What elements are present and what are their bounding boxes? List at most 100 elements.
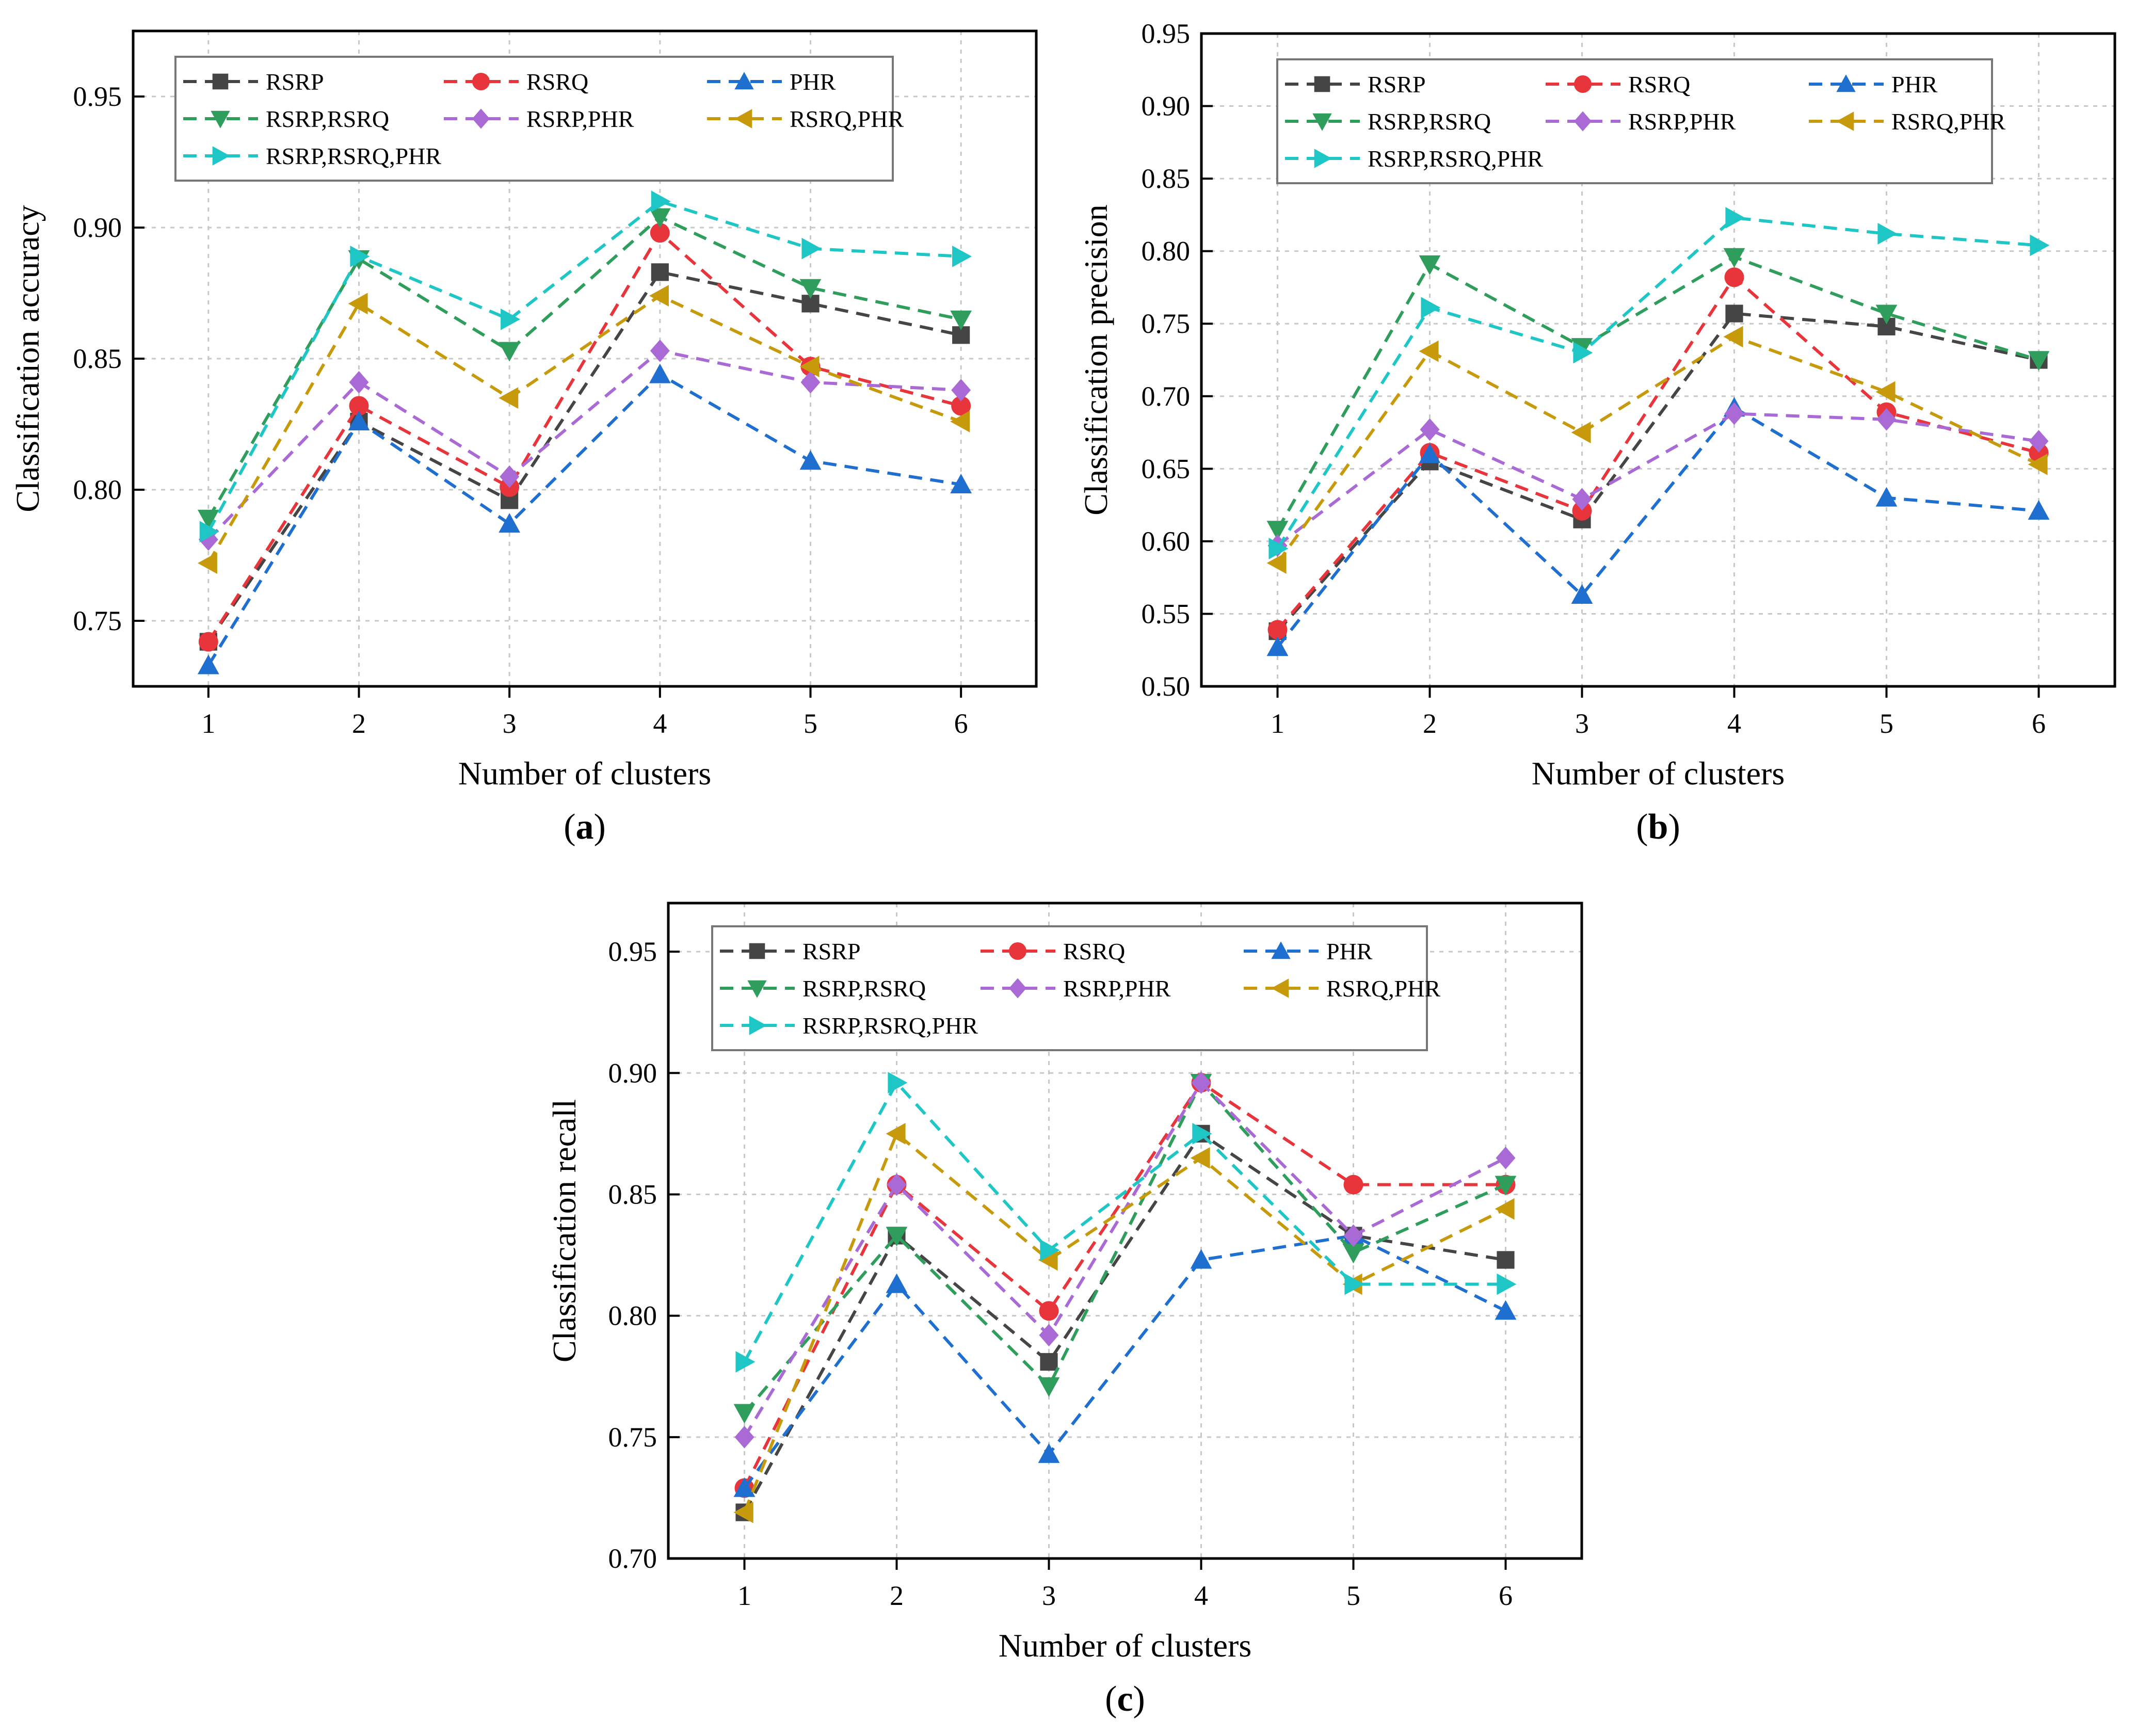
series-line <box>1276 406 2039 648</box>
legend-entry: RSRP <box>183 69 324 95</box>
legend-entry: RSRP,RSRQ <box>720 975 926 1002</box>
data-point <box>1877 223 1898 245</box>
series-line <box>1276 412 2039 547</box>
data-point <box>650 223 670 243</box>
data-point <box>349 371 369 394</box>
legend-label: RSRP,RSRQ <box>266 106 389 132</box>
legend-entry: RSRQ <box>1546 71 1690 98</box>
legend-entry: PHR <box>1809 71 1938 98</box>
data-point <box>1040 1353 1058 1371</box>
data-point <box>734 1425 754 1449</box>
series-rsrq <box>734 1073 1516 1498</box>
y-tick-label: 0.75 <box>1142 308 1191 339</box>
data-point <box>888 1072 908 1094</box>
legend-label: RSRP,RSRQ,PHR <box>802 1012 978 1039</box>
series-line <box>743 1080 1506 1489</box>
data-point <box>1343 1175 1363 1195</box>
legend-marker <box>1009 942 1026 960</box>
y-tick-label: 0.80 <box>608 1300 657 1331</box>
data-point <box>348 411 370 431</box>
data-point <box>1344 1273 1364 1295</box>
data-point <box>649 208 671 228</box>
legend-label: RSRP <box>802 938 861 965</box>
series-rsrp-rsrq <box>197 208 972 529</box>
data-point <box>1266 521 1289 541</box>
data-point <box>1420 418 1440 441</box>
series-rsrp-rsrq-phr <box>199 190 972 543</box>
x-tick-label: 2 <box>1423 708 1437 739</box>
x-tick-label: 6 <box>1499 1580 1513 1611</box>
data-point <box>886 1273 908 1293</box>
data-point <box>1723 248 1745 268</box>
data-point <box>1725 304 1743 323</box>
series-rsrp-rsrq <box>1266 248 2050 541</box>
series-line <box>207 349 961 541</box>
data-point <box>199 521 219 543</box>
legend-entry: RSRP,PHR <box>1546 108 1736 135</box>
legend-marker <box>211 110 230 128</box>
data-point <box>1572 501 1592 521</box>
series-rsrp-phr <box>734 1071 1516 1449</box>
data-point <box>198 632 218 652</box>
series-group <box>197 190 972 674</box>
legend-entry: PHR <box>707 69 836 95</box>
legend-label: RSRP,RSRQ <box>1368 108 1491 135</box>
data-point <box>499 513 521 533</box>
data-point <box>800 371 821 394</box>
data-point <box>650 339 670 362</box>
legend-marker <box>212 146 230 166</box>
x-tick-label: 1 <box>1271 708 1284 739</box>
series-rsrp <box>735 1124 1515 1521</box>
data-point <box>1495 1176 1517 1196</box>
y-tick-label: 0.75 <box>73 605 122 636</box>
series-rsrq-phr <box>733 1122 1515 1523</box>
legend-label: RSRQ,PHR <box>790 106 904 132</box>
legend-label: RSRP,RSRQ,PHR <box>266 143 441 169</box>
series-group <box>733 1071 1517 1523</box>
data-point <box>886 1122 906 1145</box>
x-tick-label: 6 <box>954 708 968 739</box>
y-tick-label: 0.50 <box>1142 671 1191 702</box>
data-point <box>2028 454 2048 475</box>
data-point <box>1038 1443 1060 1463</box>
y-tick-label: 0.85 <box>608 1179 657 1210</box>
data-point <box>1266 552 1287 574</box>
legend-entry: RSRP,PHR <box>444 106 634 132</box>
y-tick-label: 0.70 <box>608 1543 657 1574</box>
y-axis-title: Classification precision <box>1078 204 1114 516</box>
y-tick-label: 0.60 <box>1142 526 1191 557</box>
y-tick-label: 0.55 <box>1142 598 1191 629</box>
legend-entry: RSRP <box>720 938 861 965</box>
data-point <box>651 263 669 281</box>
series-rsrp-phr <box>198 339 971 551</box>
y-tick-label: 0.75 <box>608 1422 657 1453</box>
legend-entry: RSRP,RSRQ,PHR <box>1285 146 1543 172</box>
series-line <box>743 1080 1506 1438</box>
series-line <box>743 1234 1506 1489</box>
data-point <box>1875 381 1896 403</box>
legend-label: PHR <box>790 69 836 95</box>
data-point <box>1876 408 1897 431</box>
series-rsrq-phr <box>197 285 970 574</box>
panel-b: 0.50 0.55 0.60 0.65 0.70 0.75 0.80 0.85 0.90 0.95… <box>1078 18 2116 847</box>
x-tick-label: 3 <box>1042 1580 1056 1611</box>
y-axis-title: Classification recall <box>546 1099 583 1362</box>
y-tick-label: 0.70 <box>1142 381 1191 412</box>
x-tick-label: 4 <box>1727 708 1741 739</box>
data-point <box>886 1227 908 1247</box>
legend: RSRP RSRQ PHR RSRP,RSRQ RSRP,PHR RSRQ,PHR RSRP… <box>711 925 1440 1051</box>
legend: RSRP RSRQ PHR RSRP,RSRQ RSRP,PHR RSRQ,PHR RSRP… <box>1276 58 2005 184</box>
data-point <box>649 363 671 383</box>
data-point <box>349 396 369 416</box>
data-point <box>1497 1251 1515 1269</box>
legend-label: RSRP,PHR <box>1063 975 1171 1002</box>
y-tick-label: 0.85 <box>73 343 122 374</box>
series-phr <box>197 363 972 674</box>
data-point <box>1039 1324 1059 1347</box>
data-point <box>1419 255 1441 275</box>
data-point <box>801 237 822 260</box>
data-point <box>1190 1147 1210 1169</box>
legend-label: RSRP,RSRQ,PHR <box>1368 146 1543 172</box>
legend-marker <box>472 73 490 90</box>
data-point <box>1421 297 1441 319</box>
